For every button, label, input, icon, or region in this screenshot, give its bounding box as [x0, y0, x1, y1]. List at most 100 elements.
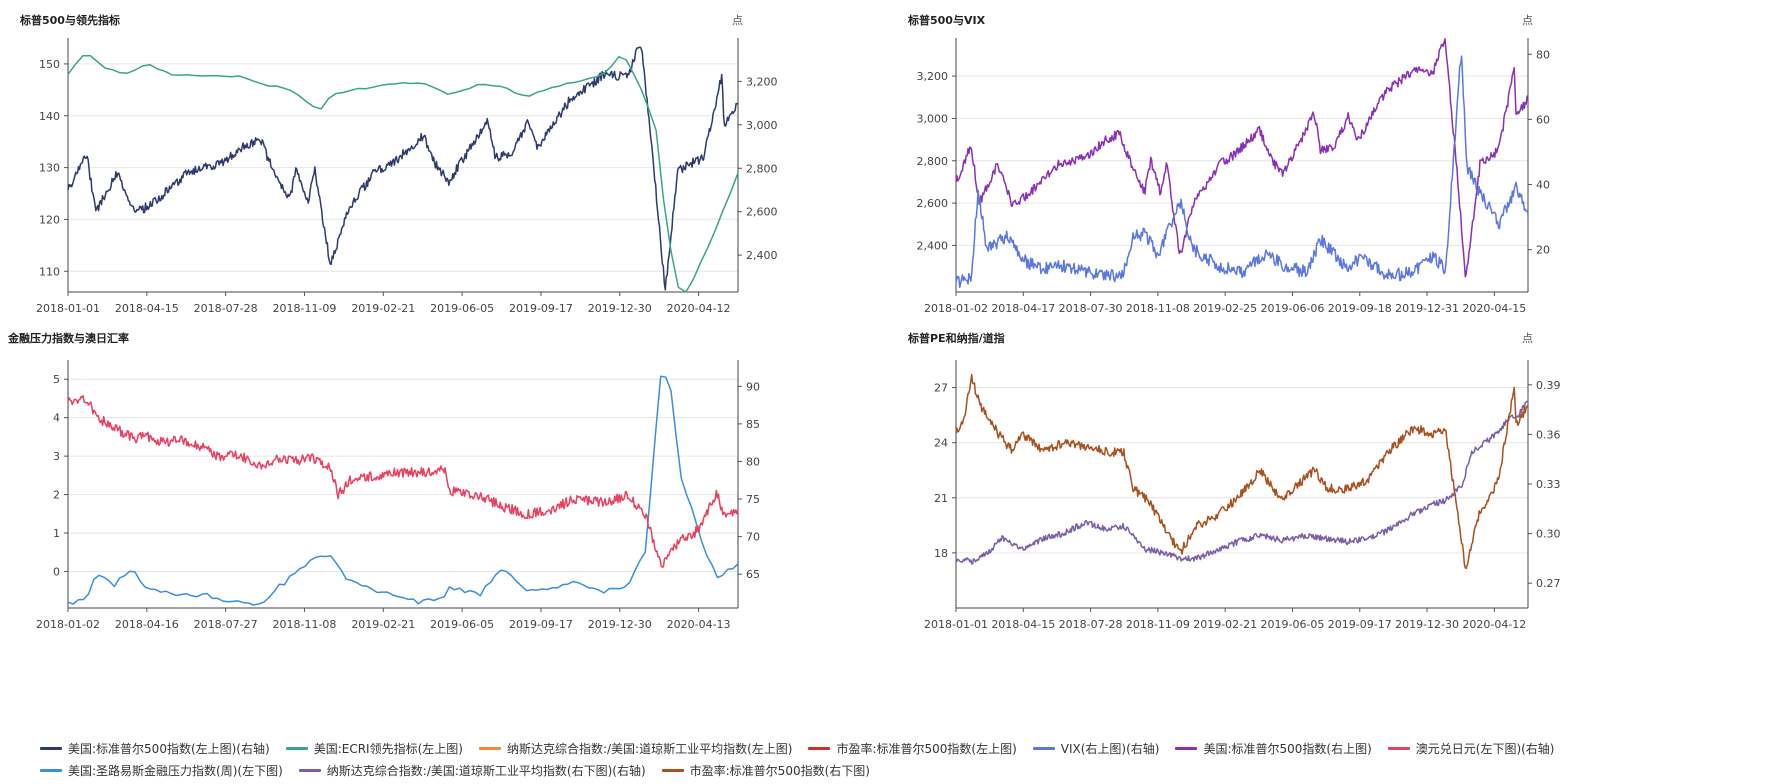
- y-right-tick-label: 0.33: [1536, 478, 1561, 491]
- x-tick-label: 2018-11-09: [273, 302, 337, 315]
- y-left-tick-label: 1: [53, 527, 60, 540]
- y-left-tick-label: 2: [53, 489, 60, 502]
- y-right-tick-label: 2,600: [746, 206, 778, 219]
- legend-item[interactable]: VIX(右上图)(右轴): [1032, 740, 1160, 757]
- y-left-tick-label: 2,800: [917, 155, 949, 168]
- x-tick-label: 2019-12-30: [588, 618, 652, 630]
- y-right-tick-label: 2,800: [746, 162, 778, 175]
- chart-unit: 点: [1522, 332, 1533, 345]
- series-line: [67, 375, 739, 606]
- x-tick-label: 2020-04-12: [667, 302, 731, 315]
- x-tick-label: 2019-09-18: [1328, 302, 1392, 315]
- legend-swatch-icon: [1387, 746, 1410, 750]
- y-right-tick-label: 0.39: [1536, 379, 1561, 392]
- legend-label: 美国:标准普尔500指数(右上图): [1203, 741, 1372, 756]
- x-tick-label: 2018-07-28: [194, 302, 258, 315]
- y-right-tick-label: 40: [1536, 179, 1550, 192]
- x-tick-label: 2019-12-30: [588, 302, 652, 315]
- legend-label: 纳斯达克综合指数:/美国:道琼斯工业平均指数(右下图)(右轴): [326, 763, 646, 778]
- legend-label: 市盈率:标准普尔500指数(右下图): [689, 763, 870, 778]
- y-right-tick-label: 80: [1536, 48, 1550, 61]
- y-right-tick-label: 0.27: [1536, 577, 1561, 590]
- y-right-tick-label: 60: [1536, 113, 1550, 126]
- x-tick-label: 2018-07-30: [1059, 302, 1123, 315]
- legend-swatch-icon: [661, 768, 684, 772]
- x-tick-label: 2018-07-28: [1059, 618, 1123, 630]
- x-tick-label: 2018-11-08: [273, 618, 337, 630]
- y-left-tick-label: 27: [934, 382, 948, 395]
- y-right-tick-label: 85: [746, 418, 760, 431]
- y-left-tick-label: 150: [39, 58, 60, 71]
- legend-item[interactable]: 美国:标准普尔500指数(左上图)(右轴): [40, 740, 270, 757]
- chart-panel-pe-nasdaq-dow: 标普PE和纳指/道指 点 18 21 24 27 0.27 0.30 0.33 0.36 0.3…: [888, 320, 1776, 631]
- y-left-tick-label: 2,400: [917, 239, 949, 252]
- y-right-tick-label: 65: [746, 568, 760, 581]
- chart-panel-sp500-vix: 标普500与VIX 点 2,400 2,600 2,800 3,000 3,200 20 4…: [888, 0, 1776, 320]
- legend-swatch-icon: [478, 746, 501, 750]
- y-left-tick-label: 5: [53, 373, 60, 386]
- legend-label: 澳元兑日元(左下图)(右轴): [1415, 741, 1555, 756]
- legend-label: 美国:圣路易斯金融压力指数(周)(左下图): [68, 763, 283, 778]
- legend-label: VIX(右上图)(右轴): [1060, 741, 1160, 756]
- chart-panel-sp500-ecri: 标普500与领先指标 点 110 120 130 140 150 2,400 2,600 2,…: [0, 0, 888, 320]
- x-tick-label: 2019-06-06: [1261, 302, 1325, 315]
- x-tick-label: 2018-11-09: [1126, 618, 1190, 630]
- y-right-tick-label: 0.36: [1536, 428, 1561, 441]
- x-tick-label: 2019-06-05: [1261, 618, 1325, 630]
- x-tick-label: 2019-09-17: [509, 302, 573, 315]
- y-right-tick-label: 3,200: [746, 75, 778, 88]
- x-tick-label: 2019-12-30: [1395, 618, 1459, 630]
- legend-swatch-icon: [808, 746, 831, 750]
- x-tick-label: 2018-01-01: [36, 302, 100, 315]
- x-tick-label: 2019-09-17: [509, 618, 573, 630]
- x-tick-label: 2018-01-02: [924, 302, 988, 315]
- legend-item[interactable]: 美国:ECRI领先指标(左上图): [285, 740, 463, 757]
- legend-swatch-icon: [40, 768, 62, 772]
- legend-item[interactable]: 市盈率:标准普尔500指数(右下图): [661, 762, 870, 779]
- y-right-tick-label: 90: [746, 380, 760, 393]
- x-tick-label: 2019-02-21: [351, 302, 415, 315]
- chart-svg: 110 120 130 140 150 2,400 2,600 2,800 3,000 3,200…: [36, 38, 778, 315]
- chart-title: 标普500与领先指标: [20, 14, 120, 27]
- legend-swatch-icon: [298, 768, 321, 772]
- x-tick-label: 2020-04-15: [1462, 302, 1526, 315]
- y-left-tick-label: 3,200: [917, 70, 949, 83]
- x-tick-label: 2019-06-05: [430, 618, 494, 630]
- chart-panel-stress-audjpy: 金融压力指数与澳日汇率 0 1 2 3 4 5 65 70 75 80 85 90 2018-01-02…: [0, 320, 888, 631]
- legend-swatch-icon: [1175, 746, 1198, 750]
- legend-item[interactable]: 美国:圣路易斯金融压力指数(周)(左下图): [40, 762, 283, 779]
- x-tick-label: 2018-04-16: [115, 618, 179, 630]
- x-tick-label: 2018-04-17: [991, 302, 1055, 315]
- x-tick-label: 2019-12-31: [1395, 302, 1459, 315]
- legend-swatch-icon: [285, 746, 308, 750]
- x-tick-label: 2020-04-12: [1462, 618, 1526, 630]
- legend-row-1: 美国:标准普尔500指数(左上图)(右轴) 美国:ECRI领先指标(左上图) 纳斯达…: [40, 737, 1760, 759]
- legend-item[interactable]: 澳元兑日元(左下图)(右轴): [1387, 740, 1555, 757]
- chart-unit: 点: [1522, 14, 1533, 27]
- legend-item[interactable]: 美国:标准普尔500指数(右上图): [1175, 740, 1372, 757]
- legend-item[interactable]: 纳斯达克综合指数:/美国:道琼斯工业平均指数(右下图)(右轴): [298, 762, 646, 779]
- legend-label: 美国:标准普尔500指数(左上图)(右轴): [68, 741, 270, 756]
- y-left-tick-label: 24: [934, 437, 948, 450]
- x-tick-label: 2019-09-17: [1328, 618, 1392, 630]
- series-line: [955, 55, 1529, 289]
- x-tick-label: 2018-04-15: [991, 618, 1055, 630]
- x-tick-label: 2018-01-01: [924, 618, 988, 630]
- y-left-tick-label: 0: [53, 565, 60, 578]
- y-left-tick-label: 3,000: [917, 112, 949, 125]
- legend-swatch-icon: [1032, 746, 1055, 750]
- series-line: [955, 38, 1529, 278]
- series-line: [67, 395, 739, 568]
- y-left-tick-label: 21: [934, 492, 948, 505]
- legend-item[interactable]: 市盈率:标准普尔500指数(左上图): [808, 740, 1017, 757]
- x-tick-label: 2018-01-02: [36, 618, 100, 630]
- x-tick-label: 2019-06-05: [430, 302, 494, 315]
- legend-item[interactable]: 纳斯达克综合指数:/美国:道琼斯工业平均指数(左上图): [478, 740, 792, 757]
- y-right-tick-label: 2,400: [746, 249, 778, 262]
- x-tick-label: 2020-04-13: [667, 618, 731, 630]
- y-left-tick-label: 120: [39, 213, 60, 226]
- x-tick-label: 2018-04-15: [115, 302, 179, 315]
- series-line: [67, 54, 739, 293]
- chart-svg: 0 1 2 3 4 5 65 70 75 80 85 90 2018-01-02 2018-04-16 20…: [36, 360, 760, 631]
- chart-legend: 美国:标准普尔500指数(左上图)(右轴) 美国:ECRI领先指标(左上图) 纳斯达…: [40, 737, 1760, 781]
